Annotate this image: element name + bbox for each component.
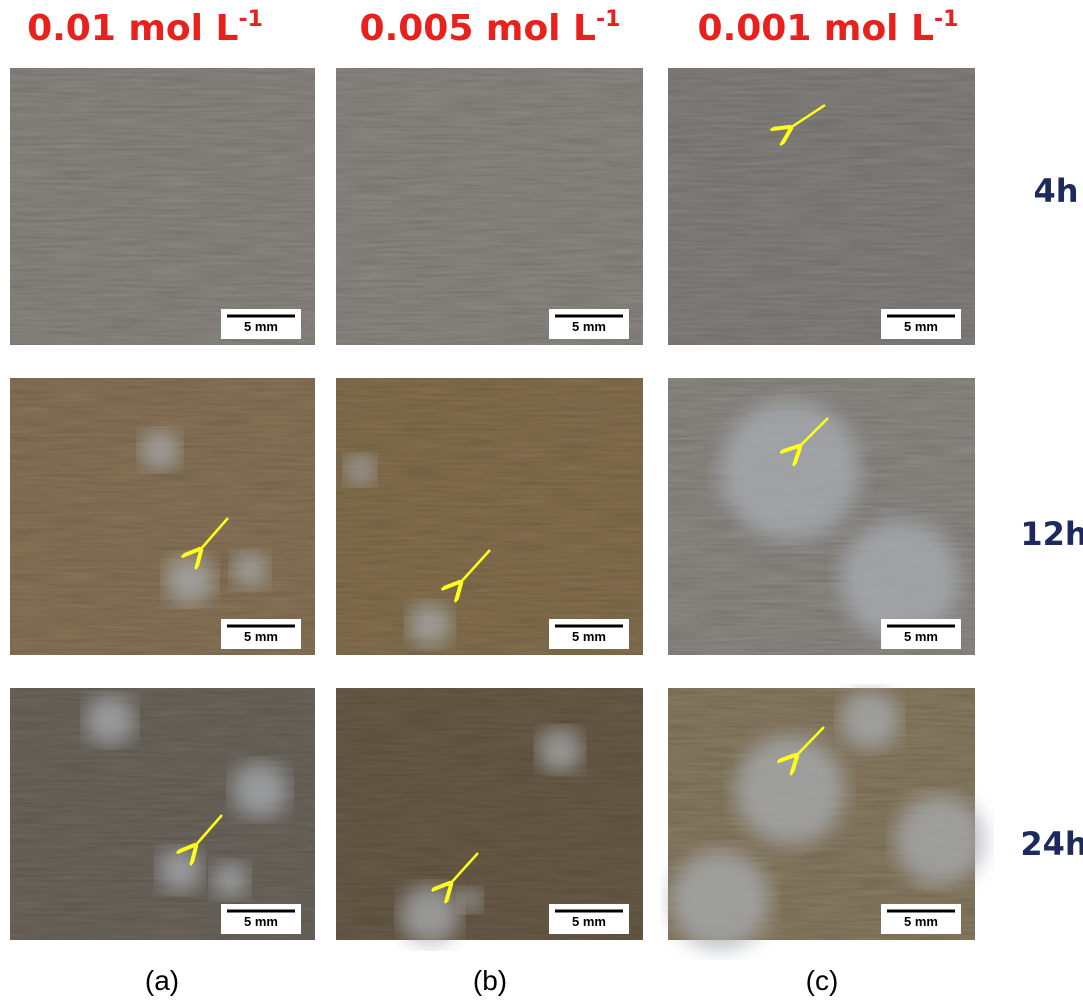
column-header: 0.001 mol L-1 bbox=[698, 7, 959, 49]
scale-bar-label: 5 mm bbox=[904, 319, 938, 334]
corrosion-spot bbox=[158, 848, 202, 892]
panel-label: (c) bbox=[806, 965, 839, 996]
scale-bar-label: 5 mm bbox=[572, 319, 606, 334]
corrosion-spot bbox=[538, 728, 582, 772]
scale-bar-label: 5 mm bbox=[572, 914, 606, 929]
scale-bar-label: 5 mm bbox=[244, 319, 278, 334]
corrosion-spot bbox=[400, 885, 460, 945]
sample-photo bbox=[336, 378, 643, 655]
row-label: 24h bbox=[1020, 825, 1083, 863]
corrosion-spot bbox=[345, 455, 375, 485]
row-label: 12h bbox=[1020, 515, 1083, 553]
corrosion-spot bbox=[232, 762, 288, 818]
corrosion-spot bbox=[232, 552, 268, 588]
corrosion-spot bbox=[840, 690, 900, 750]
corrosion-spot bbox=[85, 695, 135, 745]
scale-bar-label: 5 mm bbox=[904, 914, 938, 929]
scale-bar-label: 5 mm bbox=[572, 629, 606, 644]
panel-label: (b) bbox=[473, 965, 507, 996]
corrosion-spot bbox=[670, 850, 770, 950]
column-header: 0.005 mol L-1 bbox=[360, 7, 621, 49]
corrosion-spot bbox=[735, 735, 845, 845]
sample-photo bbox=[10, 378, 315, 655]
sample-photo bbox=[336, 68, 643, 345]
corrosion-spot bbox=[458, 888, 482, 912]
corrosion-spot bbox=[140, 430, 180, 470]
panel-label: (a) bbox=[145, 965, 179, 996]
scale-bar-label: 5 mm bbox=[244, 914, 278, 929]
corrosion-spot bbox=[720, 400, 860, 540]
sample-photo bbox=[336, 688, 643, 940]
corrosion-spot bbox=[408, 603, 452, 647]
scale-bar-label: 5 mm bbox=[244, 629, 278, 644]
row-label: 4h bbox=[1033, 172, 1078, 210]
sample-photo bbox=[668, 68, 975, 345]
corrosion-spot bbox=[895, 795, 985, 885]
scale-bar-label: 5 mm bbox=[904, 629, 938, 644]
sample-photo bbox=[10, 68, 315, 345]
panels: 5 mm 5 mm 5 mm 5 mm 5 mm 5 mm 5 mm 5 mm 5 mm bbox=[10, 68, 985, 950]
figure: 0.01 mol L-1 0.005 mol L-1 0.001 mol L-1… bbox=[0, 0, 1083, 1008]
column-header: 0.01 mol L-1 bbox=[27, 7, 263, 49]
corrosion-spot bbox=[212, 862, 248, 898]
corrosion-spot bbox=[165, 555, 215, 605]
